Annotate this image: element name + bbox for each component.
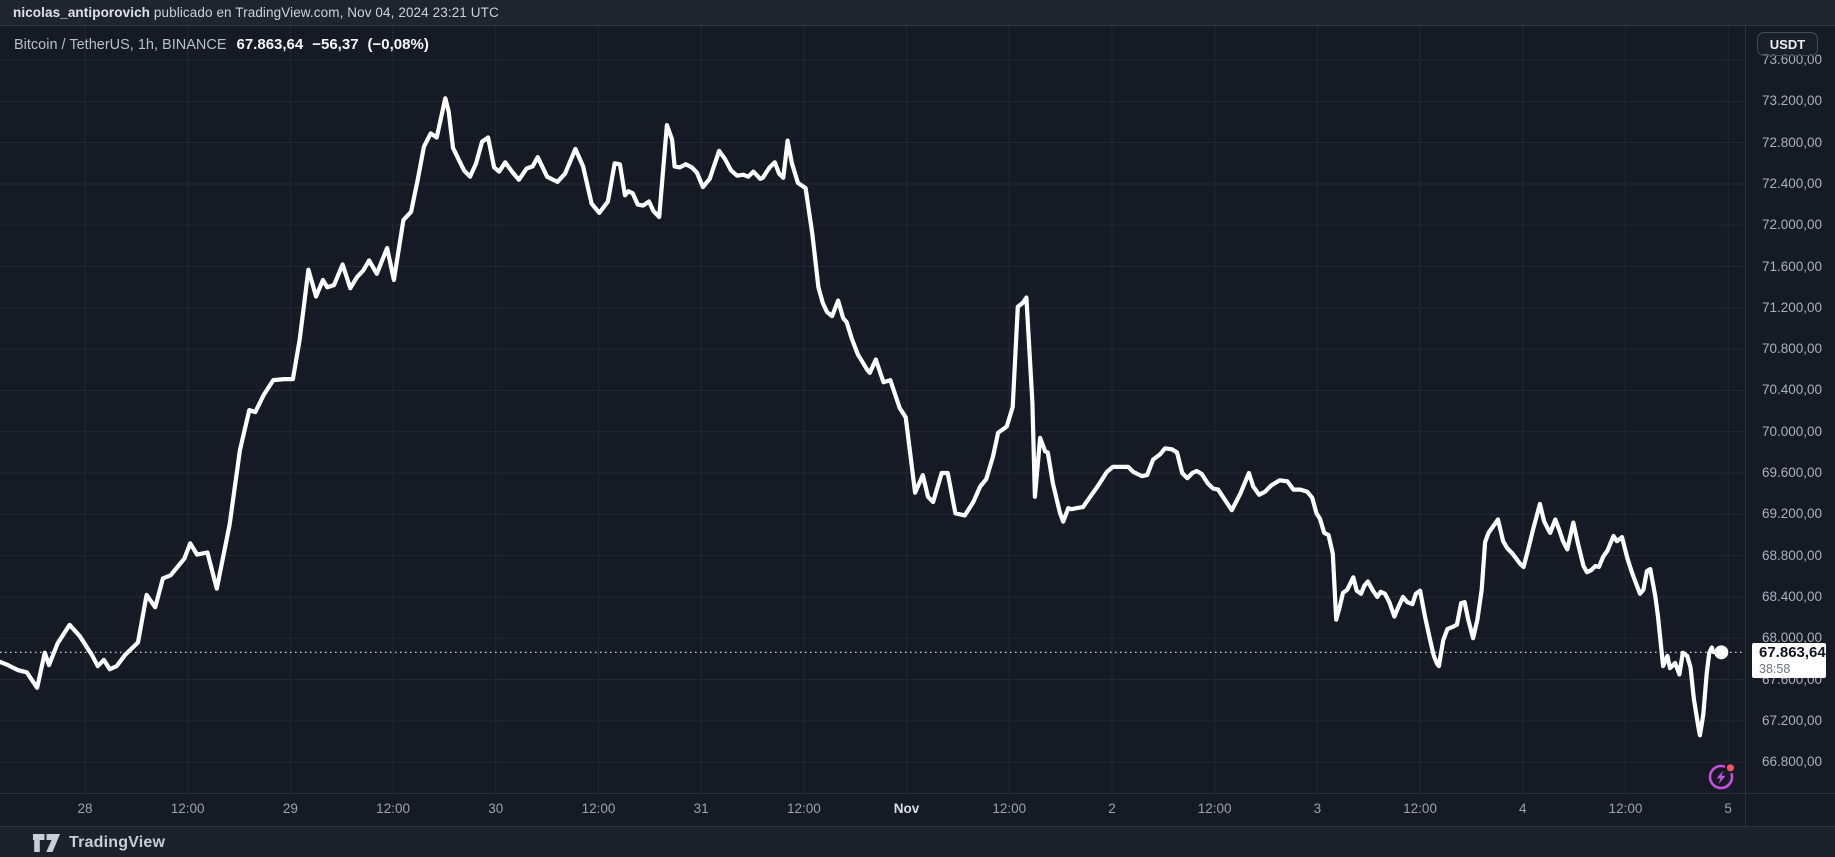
- x-axis-label: 12:00: [1608, 801, 1643, 816]
- publisher-username: nicolas_antiporovich: [13, 5, 151, 20]
- current-price-label: 67.863,64 38:58: [1752, 643, 1826, 679]
- x-axis-label: 5: [1724, 801, 1732, 816]
- legend-change-percent: (−0,08%): [367, 36, 429, 53]
- x-axis-label: 4: [1519, 801, 1527, 816]
- x-axis-label: 12:00: [581, 801, 616, 816]
- price-axis[interactable]: 73.600,00 73.200,00 72.800,00 72.400,00 72.0…: [1745, 26, 1835, 826]
- y-axis-label: 67.200,00: [1762, 712, 1823, 728]
- publisher-text: nicolas_antiporovich publicado en Tradin…: [13, 5, 499, 20]
- price-line-series: [0, 96, 1724, 738]
- y-axis-label: 66.800,00: [1762, 754, 1823, 770]
- bar-countdown: 38:58: [1759, 662, 1791, 677]
- x-axis-label: 31: [693, 801, 709, 816]
- x-axis-label: 12:00: [992, 801, 1027, 816]
- time-axis[interactable]: 28 12:00 29 12:00 30 12:00 31 12:00 Nov 12:00 2 12:…: [0, 793, 1835, 827]
- x-axis-label: 12:00: [1197, 801, 1232, 816]
- y-axis-label: 72.400,00: [1762, 175, 1823, 191]
- lightning-bolt-icon: [1716, 770, 1726, 785]
- current-price-value: 67.863,64: [1759, 644, 1826, 662]
- y-axis-label: 69.600,00: [1762, 465, 1823, 481]
- alert-dot: [1726, 764, 1734, 772]
- x-axis-label: 2: [1108, 801, 1116, 816]
- x-axis-label: 12:00: [1403, 801, 1437, 816]
- y-axis-label: 71.600,00: [1762, 258, 1823, 274]
- legend-change: −56,37: [312, 36, 359, 53]
- y-axis-label: 70.000,00: [1762, 423, 1823, 439]
- chart-canvas[interactable]: [0, 26, 1744, 793]
- y-axis-label: 73.200,00: [1762, 93, 1823, 109]
- x-axis-label: 12:00: [376, 801, 410, 816]
- currency-toggle-button[interactable]: USDT: [1757, 32, 1818, 56]
- legend-last-price: 67.863,64: [236, 36, 304, 53]
- flash-icon[interactable]: [1706, 761, 1737, 792]
- x-axis-label: 29: [282, 801, 298, 816]
- symbol-description[interactable]: Bitcoin / TetherUS, 1h, BINANCE: [14, 37, 227, 53]
- y-axis-label: 68.800,00: [1762, 547, 1823, 563]
- footer-bar: TradingView: [0, 826, 1835, 857]
- x-axis-label: 28: [77, 801, 93, 816]
- publisher-details: publicado en TradingView.com, Nov 04, 20…: [150, 5, 499, 20]
- tradingview-logo[interactable]: TradingView: [33, 833, 166, 852]
- y-axis-label: 71.200,00: [1762, 299, 1823, 315]
- y-axis-label: 72.000,00: [1762, 217, 1823, 233]
- y-axis-label: 68.000,00: [1762, 630, 1823, 646]
- publisher-bar: nicolas_antiporovich publicado en Tradin…: [0, 0, 1835, 26]
- tradingview-logo-text: TradingView: [69, 833, 166, 851]
- y-axis-label: 68.400,00: [1762, 588, 1823, 604]
- x-axis-label: 12:00: [786, 801, 821, 816]
- legend-values: 67.863,64 −56,37 (−0,08%): [237, 36, 429, 53]
- y-axis-label: 72.800,00: [1762, 134, 1823, 150]
- symbol-legend[interactable]: Bitcoin / TetherUS, 1h, BINANCE 67.863,6…: [14, 36, 429, 53]
- x-axis-label: 30: [488, 801, 504, 816]
- x-axis-label: 12:00: [170, 801, 205, 816]
- x-axis-label: 3: [1313, 801, 1322, 816]
- last-price-dot: [1714, 645, 1729, 660]
- x-axis-label: Nov: [893, 801, 920, 816]
- y-axis-label: 70.400,00: [1762, 382, 1823, 398]
- tradingview-logo-icon: [33, 833, 60, 852]
- y-axis-label: 70.800,00: [1762, 341, 1823, 357]
- y-axis-label: 69.200,00: [1762, 506, 1823, 522]
